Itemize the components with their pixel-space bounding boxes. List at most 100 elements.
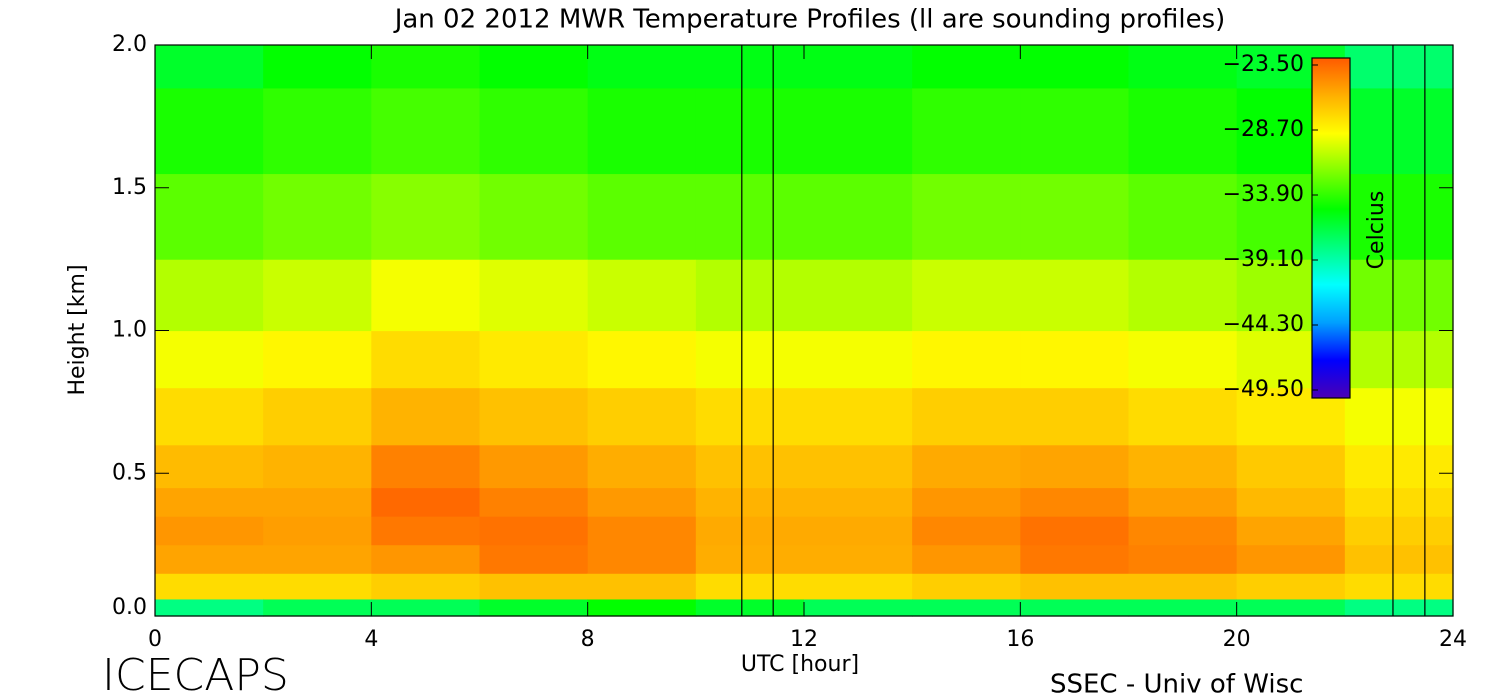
field-cell <box>804 573 913 600</box>
field-cell <box>371 487 481 517</box>
field-cell <box>479 516 589 546</box>
field-cell <box>695 444 805 489</box>
field-cell <box>1344 444 1454 489</box>
field-cell <box>1236 598 1346 617</box>
field-cell <box>155 598 264 617</box>
field-cell <box>1344 387 1454 446</box>
field-cell <box>587 387 697 446</box>
field-cell <box>1020 444 1130 489</box>
field-cell <box>587 87 697 175</box>
field-cell <box>1020 259 1130 332</box>
x-tick-label: 16 <box>1006 627 1034 652</box>
y-tick-label: 2.0 <box>112 32 147 57</box>
field-cell <box>1020 173 1130 260</box>
x-tick-label: 24 <box>1439 627 1467 652</box>
field-cell <box>155 444 264 489</box>
field-cell <box>695 544 805 574</box>
field-cell <box>155 516 264 546</box>
x-tick-label: 4 <box>364 627 378 652</box>
field-cell <box>1020 544 1130 574</box>
field-cell <box>804 598 913 617</box>
field-cell <box>695 87 805 175</box>
colorbar-tick-label: −39.10 <box>1223 247 1304 272</box>
colorbar-tick-label: −28.70 <box>1223 117 1304 142</box>
chart-title: Jan 02 2012 MWR Temperature Profiles (ll… <box>393 5 1226 35</box>
field-cell <box>912 87 1021 175</box>
field-cell <box>587 598 697 617</box>
field-cell <box>1020 45 1130 89</box>
field-cell <box>912 573 1021 600</box>
field-cell <box>479 487 589 517</box>
field-cell <box>695 173 805 260</box>
field-cell <box>1344 87 1454 175</box>
field-cell <box>479 45 589 89</box>
x-axis-label: UTC [hour] <box>741 652 859 677</box>
field-cell <box>804 45 913 89</box>
x-tick-label: 12 <box>790 627 818 652</box>
field-cell <box>695 387 805 446</box>
field-cell <box>479 573 589 600</box>
field-cell <box>1236 573 1346 600</box>
field-cell <box>263 444 372 489</box>
field-cell <box>695 330 805 389</box>
field-cell <box>1128 259 1238 332</box>
field-cell <box>1236 444 1346 489</box>
field-cell <box>263 487 372 517</box>
field-cell <box>371 598 481 617</box>
field-cell <box>804 387 913 446</box>
field-cell <box>695 487 805 517</box>
x-tick-label: 8 <box>581 627 595 652</box>
field-cell <box>479 173 589 260</box>
y-tick-label: 1.0 <box>112 318 147 343</box>
field-cell <box>804 330 913 389</box>
field-cell <box>587 544 697 574</box>
y-tick-label: 0.5 <box>112 460 147 485</box>
field-cell <box>1128 573 1238 600</box>
field-cell <box>695 598 805 617</box>
field-cell <box>1344 516 1454 546</box>
field-cell <box>587 516 697 546</box>
field-cell <box>371 573 481 600</box>
field-cell <box>479 330 589 389</box>
field-cell <box>912 516 1021 546</box>
y-tick-label: 0.0 <box>112 595 147 620</box>
colorbar-tick-label: −23.50 <box>1223 52 1304 77</box>
field-cell <box>1128 544 1238 574</box>
footer-right: SSEC - Univ of Wisc <box>1050 670 1303 700</box>
field-cell <box>371 516 481 546</box>
field-cell <box>1128 173 1238 260</box>
field-cell <box>587 173 697 260</box>
field-cell <box>912 387 1021 446</box>
field <box>155 45 1454 617</box>
field-cell <box>263 259 372 332</box>
field-cell <box>804 444 913 489</box>
field-cell <box>1128 487 1238 517</box>
field-cell <box>1020 87 1130 175</box>
field-cell <box>371 387 481 446</box>
field-cell <box>371 330 481 389</box>
field-cell <box>1020 598 1130 617</box>
field-cell <box>155 45 264 89</box>
field-cell <box>804 259 913 332</box>
field-cell <box>263 387 372 446</box>
field-cell <box>587 259 697 332</box>
field-cell <box>263 173 372 260</box>
field-cell <box>371 87 481 175</box>
field-cell <box>804 173 913 260</box>
colorbar <box>1311 57 1351 399</box>
field-cell <box>155 259 264 332</box>
field-cell <box>1236 516 1346 546</box>
field-cell <box>1236 487 1346 517</box>
field-cell <box>1128 598 1238 617</box>
field-cell <box>1020 573 1130 600</box>
field-cell <box>587 444 697 489</box>
field-cell <box>155 573 264 600</box>
y-tick-label: 1.5 <box>112 175 147 200</box>
field-cell <box>479 598 589 617</box>
field-cell <box>1344 45 1454 89</box>
field-cell <box>479 544 589 574</box>
field-cell <box>1128 516 1238 546</box>
field-cell <box>479 387 589 446</box>
field-cell <box>695 45 805 89</box>
field-cell <box>1128 87 1238 175</box>
